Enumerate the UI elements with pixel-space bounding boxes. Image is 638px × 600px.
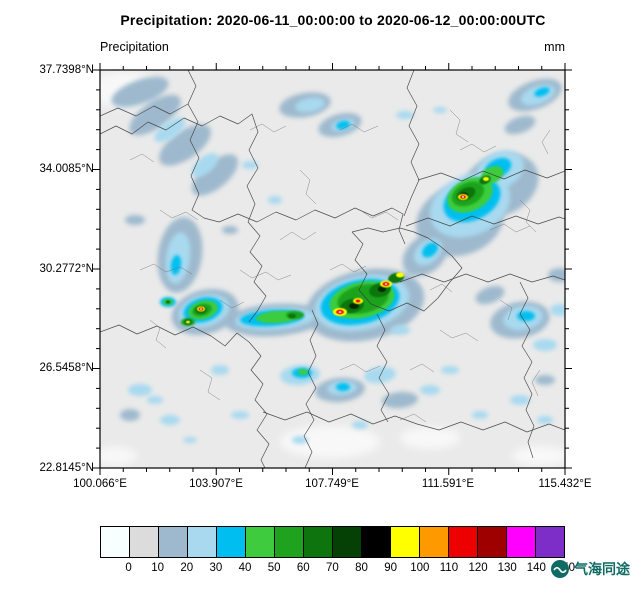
plot-subheader: Precipitation mm bbox=[100, 40, 565, 54]
x-tick-label: 115.432°E bbox=[538, 478, 592, 490]
colorbar-box bbox=[303, 526, 333, 558]
colorbar-labels: 0102030405060708090100110120130140150 bbox=[114, 562, 580, 574]
colorbar-box bbox=[274, 526, 304, 558]
colorbar-box bbox=[100, 526, 130, 558]
colorbar-tick-label: 140 bbox=[526, 562, 546, 574]
colorbar-tick-label: 80 bbox=[355, 562, 368, 574]
x-tick-label: 103.907°E bbox=[189, 478, 243, 490]
colorbar-box bbox=[419, 526, 449, 558]
y-tick-label: 22.8145°N bbox=[39, 462, 94, 474]
colorbar-tick-label: 100 bbox=[410, 562, 430, 574]
watermark-text: 气海同途 bbox=[574, 561, 630, 577]
colorbar-box bbox=[535, 526, 565, 558]
x-tick-label: 111.591°E bbox=[421, 478, 475, 490]
colorbar-tick-label: 40 bbox=[238, 562, 252, 574]
colorbar-tick-label: 130 bbox=[497, 562, 517, 574]
admin-boundaries-minor bbox=[129, 109, 551, 423]
field-name-label: Precipitation bbox=[100, 40, 169, 54]
admin-boundaries bbox=[100, 70, 565, 468]
colorbar-tick-label: 60 bbox=[296, 562, 310, 574]
colorbar-box bbox=[506, 526, 536, 558]
colorbar-tick-label: 120 bbox=[468, 562, 488, 574]
colorbar-box bbox=[245, 526, 275, 558]
y-tick-label: 37.7398°N bbox=[39, 64, 94, 76]
map-frame bbox=[99, 69, 566, 469]
colorbar-box bbox=[332, 526, 362, 558]
y-tick-label: 34.0085°N bbox=[39, 163, 94, 175]
colorbar-box bbox=[361, 526, 391, 558]
colorbar-tick-label: 20 bbox=[180, 562, 194, 574]
colorbar bbox=[100, 526, 565, 558]
colorbar-box bbox=[477, 526, 507, 558]
colorbar-tick-label: 70 bbox=[326, 562, 339, 574]
colorbar-tick-label: 30 bbox=[209, 562, 223, 574]
x-tick-label: 100.066°E bbox=[73, 478, 127, 490]
colorbar-tick-label: 10 bbox=[151, 562, 165, 574]
plot-title: Precipitation: 2020-06-11_00:00:00 to 20… bbox=[120, 12, 546, 28]
colorbar-box bbox=[129, 526, 159, 558]
colorbar-tick-label: 0 bbox=[125, 562, 132, 574]
precip-core-specks bbox=[200, 196, 465, 313]
watermark-logo-icon bbox=[551, 560, 569, 578]
colorbar-tick-label: 110 bbox=[439, 562, 459, 574]
map-canvas bbox=[93, 63, 572, 475]
watermark: 气海同途 bbox=[550, 559, 630, 579]
precipitation-field bbox=[100, 70, 565, 468]
colorbar-box bbox=[390, 526, 420, 558]
colorbar-box bbox=[158, 526, 188, 558]
colorbar-tick-label: 90 bbox=[384, 562, 398, 574]
unit-label: mm bbox=[544, 40, 565, 54]
y-tick-label: 26.5458°N bbox=[39, 362, 94, 374]
x-tick-label: 107.749°E bbox=[305, 478, 359, 490]
colorbar-tick-label: 50 bbox=[267, 562, 281, 574]
colorbar-box bbox=[216, 526, 246, 558]
y-tick-label: 30.2772°N bbox=[39, 263, 94, 275]
axis-ticks bbox=[93, 63, 572, 475]
colorbar-box bbox=[448, 526, 478, 558]
colorbar-box bbox=[187, 526, 217, 558]
